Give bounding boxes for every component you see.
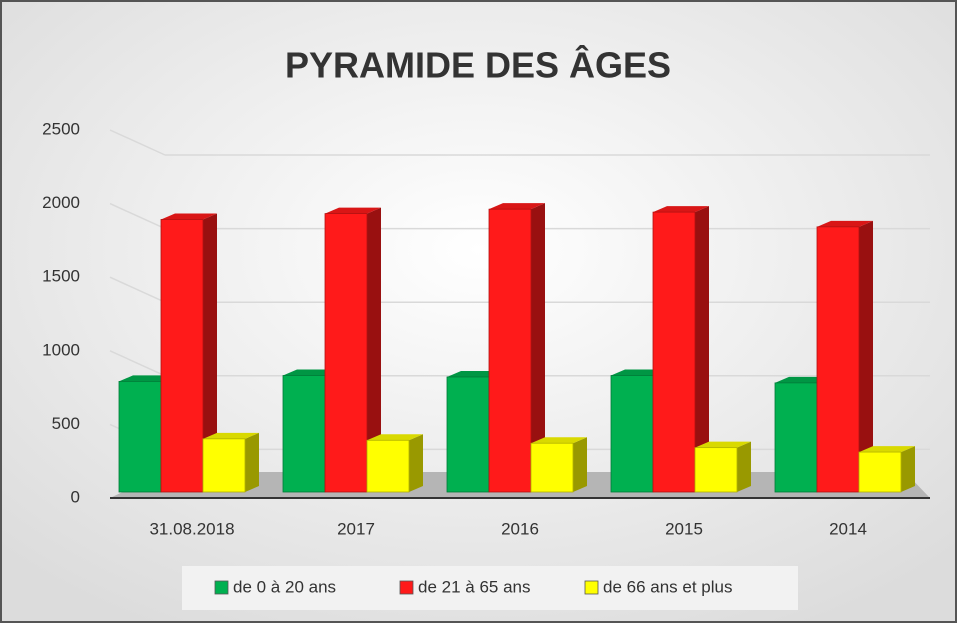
- bar-side: [859, 220, 873, 492]
- bar-side: [737, 441, 751, 492]
- bar: [816, 226, 860, 493]
- bar: [610, 375, 654, 493]
- bar: [858, 451, 902, 493]
- bar-top: [203, 432, 259, 439]
- bar-side: [203, 213, 217, 492]
- legend-label: de 0 à 20 ans: [233, 577, 336, 596]
- bar: [282, 375, 326, 493]
- bar-side: [573, 437, 587, 492]
- bar-top: [695, 441, 751, 448]
- x-tick-label: 2016: [501, 519, 539, 538]
- grid-line-side: [109, 350, 166, 377]
- bar-top: [325, 207, 381, 214]
- bar: [118, 381, 162, 493]
- legend-swatch: [584, 580, 599, 595]
- bar: [324, 213, 368, 493]
- bar-side: [531, 203, 545, 492]
- bar-top: [161, 213, 217, 220]
- bar: [652, 211, 696, 493]
- legend-swatch: [399, 580, 414, 595]
- y-tick-label: 2000: [42, 193, 80, 212]
- grid-line-side: [109, 276, 166, 303]
- bar-top: [489, 203, 545, 210]
- x-tick-label: 2015: [665, 519, 703, 538]
- y-tick-label: 0: [71, 487, 80, 506]
- bar: [530, 442, 574, 493]
- bar: [366, 439, 410, 493]
- x-tick-label: 2014: [829, 519, 867, 538]
- bar-top: [367, 434, 423, 441]
- legend-swatch: [214, 580, 229, 595]
- x-tick-label: 2017: [337, 519, 375, 538]
- bar: [774, 382, 818, 493]
- y-tick-label: 1000: [42, 340, 80, 359]
- grid-line-side: [109, 202, 166, 230]
- legend-label: de 21 à 65 ans: [418, 577, 530, 596]
- bar-top: [531, 437, 587, 444]
- y-tick-label: 1500: [42, 267, 80, 286]
- chart-title: PYRAMIDE DES ÂGES: [285, 44, 671, 86]
- bar-side: [245, 432, 259, 492]
- bar: [160, 219, 204, 493]
- y-tick-label: 500: [52, 414, 80, 433]
- bar-side: [367, 207, 381, 492]
- bar: [446, 376, 490, 493]
- y-tick-label: 2500: [42, 119, 80, 138]
- bar: [694, 447, 738, 493]
- bar-top: [817, 220, 873, 227]
- bar-top: [653, 206, 709, 213]
- bar-side: [901, 446, 915, 492]
- grid-line-side: [109, 129, 166, 156]
- bar: [202, 438, 246, 493]
- bar-side: [409, 434, 423, 492]
- legend-box: [182, 566, 798, 610]
- x-tick-label: 31.08.2018: [149, 519, 234, 538]
- bar-top: [859, 446, 915, 453]
- bar-side: [695, 206, 709, 493]
- bar: [488, 208, 532, 493]
- legend-label: de 66 ans et plus: [603, 577, 732, 596]
